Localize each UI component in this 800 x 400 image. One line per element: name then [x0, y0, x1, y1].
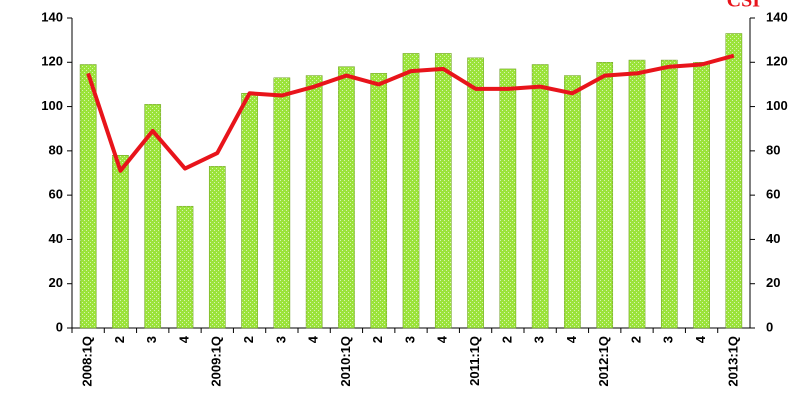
- bar: [112, 155, 129, 329]
- y-tick-label: 0: [56, 319, 63, 334]
- x-tick-label: 4: [693, 335, 708, 343]
- bar: [499, 68, 517, 329]
- y-tick-label: 100: [41, 98, 63, 113]
- bar: [531, 64, 549, 329]
- x-tick-label: 2010:1Q: [338, 336, 353, 387]
- bar: [660, 59, 678, 329]
- bar: [370, 73, 388, 329]
- bar: [628, 59, 646, 329]
- y2-tick-label: 20: [766, 275, 780, 290]
- y-tick-label: 80: [49, 142, 63, 157]
- x-tick-label: 2008:1Q: [80, 336, 95, 387]
- bar: [273, 77, 291, 329]
- line: [86, 53, 735, 173]
- y-tick-label: 20: [49, 275, 63, 290]
- x-tick-label: 2: [628, 336, 643, 343]
- bar: [596, 62, 614, 329]
- y2-tick-label: 40: [766, 231, 780, 246]
- bar: [338, 66, 355, 329]
- bar: [564, 75, 581, 329]
- bar: [208, 166, 226, 329]
- x-tick-label: 2: [241, 336, 256, 343]
- y2-tick-label: 60: [766, 187, 780, 202]
- x-tick-label: 4: [306, 335, 321, 343]
- bar: [467, 57, 484, 329]
- y-tick-label: 120: [41, 54, 63, 69]
- x-tick-label: 3: [532, 336, 547, 343]
- y2-tick-label: 100: [766, 98, 788, 113]
- bar: [176, 205, 194, 329]
- bar: [434, 53, 452, 329]
- x-tick-label: 2: [370, 336, 385, 343]
- bar: [144, 104, 162, 329]
- y-tick-label: 60: [49, 187, 63, 202]
- x-tick-label: 2009:1Q: [209, 336, 224, 387]
- x-tick-label: 2: [112, 336, 127, 343]
- x-tick-label: 3: [144, 336, 159, 343]
- bar: [725, 33, 743, 329]
- x-tick-label: 4: [176, 335, 191, 343]
- bar: [693, 62, 710, 329]
- x-tick-label: 2011:1Q: [467, 336, 482, 386]
- x-tick-label: 2012:1Q: [596, 336, 611, 387]
- x-tick-label: 3: [273, 336, 288, 343]
- x-tick-label: 4: [564, 335, 579, 343]
- bar: [79, 64, 97, 329]
- y2-tick-label: 140: [766, 9, 788, 24]
- y-tick-label: 40: [49, 231, 63, 246]
- x-tick-label: 3: [402, 336, 417, 343]
- bar: [241, 93, 258, 329]
- y2-tick-label: 80: [766, 142, 780, 157]
- x-tick-label: 2: [499, 336, 514, 343]
- x-tick-label: 2013:1Q: [725, 336, 740, 387]
- bar: [402, 53, 420, 329]
- y2-tick-label: 120: [766, 54, 788, 69]
- y2-tick-label: 0: [766, 319, 773, 334]
- x-tick-label: 3: [661, 336, 676, 343]
- bar: [305, 75, 323, 329]
- legend-label: CSI: [727, 0, 761, 12]
- x-tick-label: 4: [435, 335, 450, 343]
- y-tick-label: 140: [41, 9, 63, 24]
